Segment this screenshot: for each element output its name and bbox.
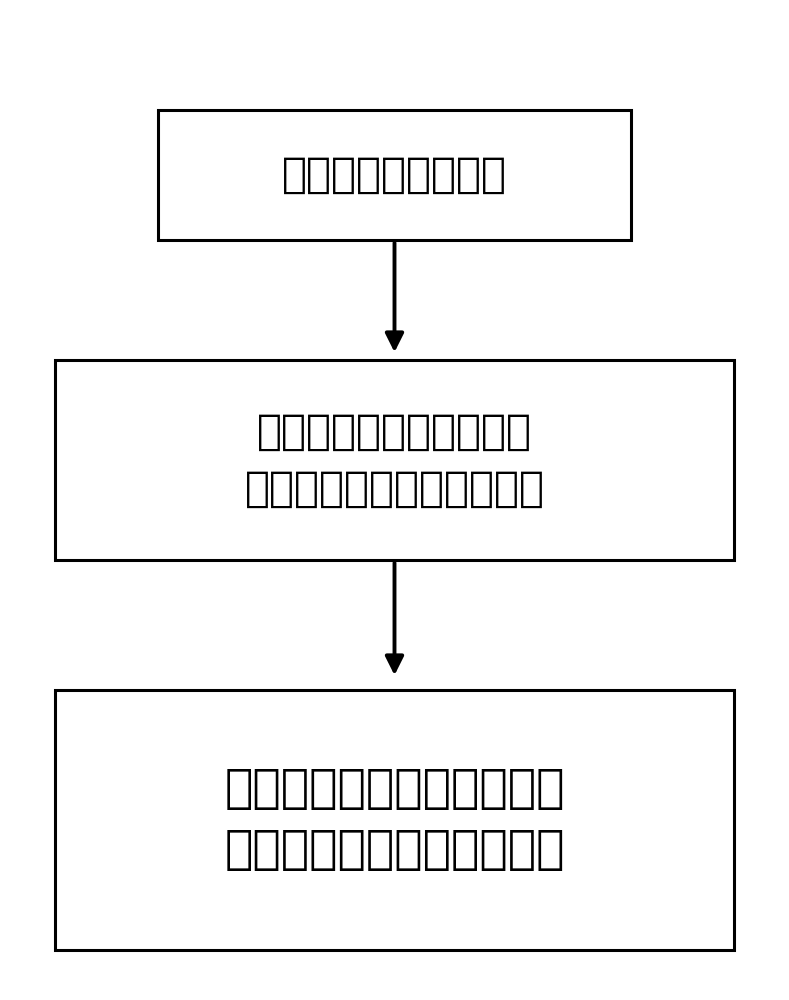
FancyBboxPatch shape bbox=[158, 110, 631, 240]
Text: 待测管道内开始流动流体；
温度解调装置测量流体温度: 待测管道内开始流动流体； 温度解调装置测量流体温度 bbox=[224, 767, 565, 873]
FancyBboxPatch shape bbox=[55, 690, 734, 950]
FancyBboxPatch shape bbox=[55, 360, 734, 560]
Text: 安装并固定光纤光栅: 安装并固定光纤光栅 bbox=[282, 154, 507, 196]
Text: 引出光纤光栅的尾纤部；
连接尾纤部和温度解调装置: 引出光纤光栅的尾纤部； 连接尾纤部和温度解调装置 bbox=[245, 411, 544, 509]
